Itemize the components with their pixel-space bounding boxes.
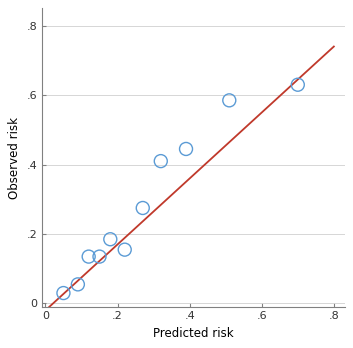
Point — [140, 205, 145, 211]
Y-axis label: Observed risk: Observed risk — [8, 117, 21, 199]
X-axis label: Predicted risk: Predicted risk — [153, 327, 234, 340]
Point — [61, 290, 66, 296]
Point — [75, 282, 81, 287]
Point — [107, 236, 113, 242]
Point — [295, 82, 301, 87]
Point — [122, 247, 127, 252]
Point — [158, 158, 163, 164]
Point — [183, 146, 189, 152]
Point — [227, 97, 232, 103]
Point — [86, 254, 91, 259]
Point — [97, 254, 102, 259]
